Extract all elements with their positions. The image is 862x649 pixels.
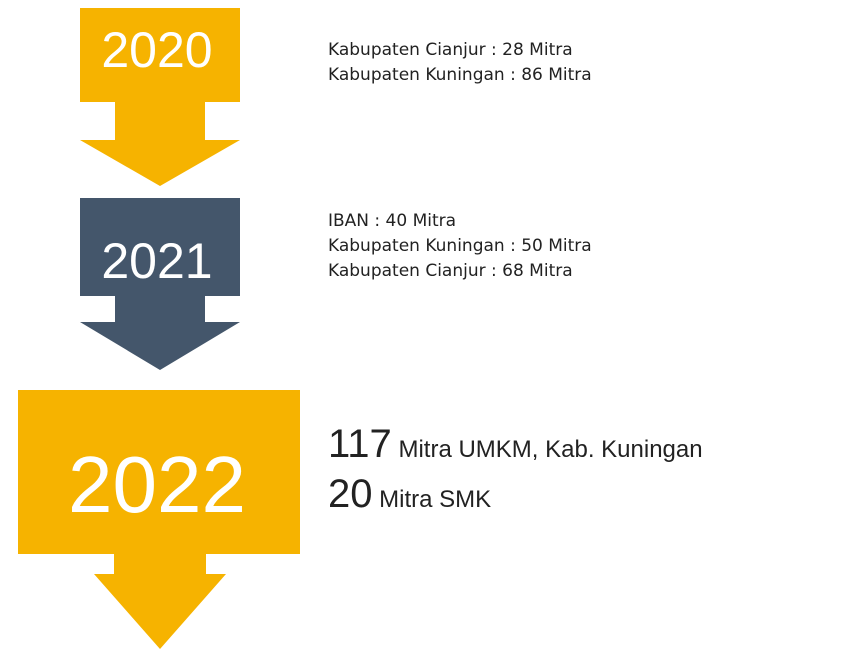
line: Kabupaten Cianjur : 68 Mitra bbox=[328, 261, 573, 281]
line: 117 Mitra UMKM, Kab. Kuningan bbox=[328, 422, 703, 472]
step-arrow bbox=[80, 198, 240, 370]
step-text: Kabupaten Cianjur : 28 Mitra Kabupaten K… bbox=[328, 38, 592, 88]
step-arrow bbox=[18, 390, 300, 649]
line: Kabupaten Cianjur : 28 Mitra bbox=[328, 40, 573, 60]
step-text: IBAN : 40 Mitra Kabupaten Kuningan : 50 … bbox=[328, 209, 592, 284]
step-arrow bbox=[80, 8, 240, 186]
label: Mitra UMKM, Kab. Kuningan bbox=[398, 436, 703, 463]
line: IBAN : 40 Mitra bbox=[328, 211, 457, 231]
year: 2022 bbox=[68, 440, 246, 529]
number: 20 bbox=[328, 472, 373, 516]
line: 20 Mitra SMK bbox=[328, 472, 703, 522]
number: 117 bbox=[328, 422, 392, 466]
year: 2021 bbox=[101, 233, 212, 289]
line: Kabupaten Kuningan : 86 Mitra bbox=[328, 65, 592, 85]
label: Mitra SMK bbox=[379, 486, 492, 513]
year: 2020 bbox=[101, 22, 212, 78]
step-text: 117 Mitra UMKM, Kab. Kuningan 20 Mitra S… bbox=[328, 422, 703, 522]
line: Kabupaten Kuningan : 50 Mitra bbox=[328, 236, 592, 256]
